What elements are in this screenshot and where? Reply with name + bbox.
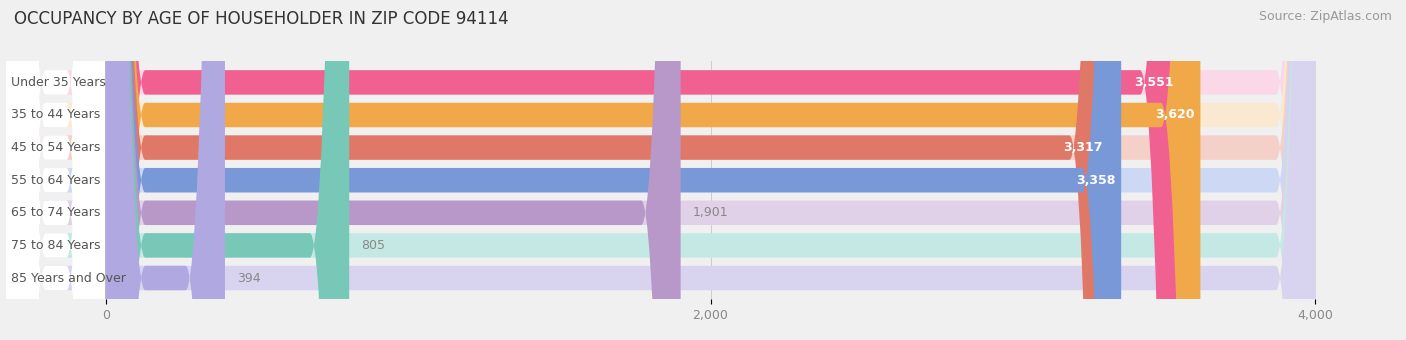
FancyBboxPatch shape [6, 0, 105, 340]
Text: 3,620: 3,620 [1154, 108, 1194, 121]
Text: 1,901: 1,901 [693, 206, 728, 219]
FancyBboxPatch shape [6, 0, 1315, 340]
FancyBboxPatch shape [6, 0, 1315, 340]
FancyBboxPatch shape [6, 0, 105, 340]
FancyBboxPatch shape [105, 0, 225, 340]
FancyBboxPatch shape [6, 0, 1315, 340]
FancyBboxPatch shape [105, 0, 1121, 340]
Text: Source: ZipAtlas.com: Source: ZipAtlas.com [1258, 10, 1392, 23]
Text: OCCUPANCY BY AGE OF HOUSEHOLDER IN ZIP CODE 94114: OCCUPANCY BY AGE OF HOUSEHOLDER IN ZIP C… [14, 10, 509, 28]
Text: 3,317: 3,317 [1063, 141, 1102, 154]
FancyBboxPatch shape [105, 0, 349, 340]
Text: 3,551: 3,551 [1133, 76, 1174, 89]
FancyBboxPatch shape [6, 0, 1315, 340]
FancyBboxPatch shape [6, 0, 1315, 340]
Text: 75 to 84 Years: 75 to 84 Years [11, 239, 100, 252]
FancyBboxPatch shape [105, 0, 1201, 340]
Text: 85 Years and Over: 85 Years and Over [11, 272, 125, 285]
FancyBboxPatch shape [6, 0, 105, 340]
FancyBboxPatch shape [6, 0, 105, 340]
FancyBboxPatch shape [6, 0, 105, 340]
FancyBboxPatch shape [6, 0, 105, 340]
Text: 35 to 44 Years: 35 to 44 Years [11, 108, 100, 121]
Text: 55 to 64 Years: 55 to 64 Years [11, 174, 100, 187]
Text: 45 to 54 Years: 45 to 54 Years [11, 141, 100, 154]
FancyBboxPatch shape [6, 0, 1315, 340]
Text: 805: 805 [361, 239, 385, 252]
FancyBboxPatch shape [105, 0, 1180, 340]
FancyBboxPatch shape [105, 0, 1109, 340]
Text: 394: 394 [238, 272, 260, 285]
Text: 3,358: 3,358 [1076, 174, 1115, 187]
FancyBboxPatch shape [6, 0, 105, 340]
FancyBboxPatch shape [105, 0, 681, 340]
FancyBboxPatch shape [6, 0, 1315, 340]
Text: 65 to 74 Years: 65 to 74 Years [11, 206, 100, 219]
Text: Under 35 Years: Under 35 Years [11, 76, 105, 89]
